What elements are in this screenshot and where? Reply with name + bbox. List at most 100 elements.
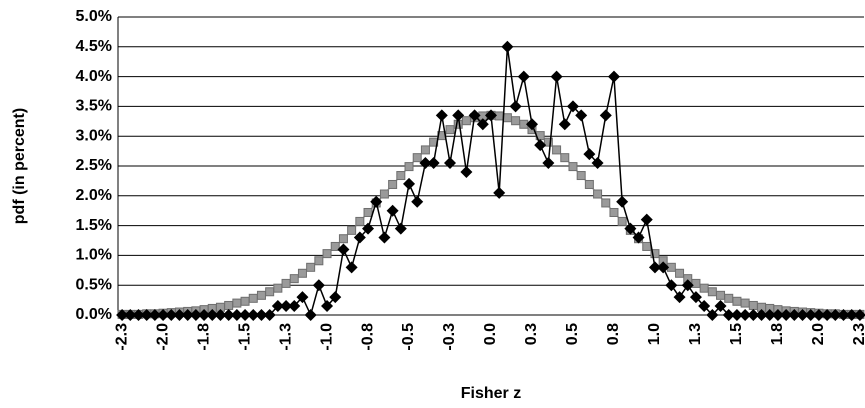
marker-diamond — [452, 109, 465, 122]
marker-diamond — [312, 279, 325, 292]
marker-square — [232, 298, 242, 308]
marker-diamond — [419, 157, 432, 170]
x-tick-label: -1.8 — [195, 323, 212, 351]
marker-diamond — [616, 195, 629, 208]
y-tick-label: 5.0% — [76, 8, 112, 25]
marker-diamond — [181, 309, 194, 321]
marker-diamond — [124, 309, 137, 321]
marker-diamond — [296, 291, 309, 304]
marker-square — [543, 137, 553, 147]
x-tick-label: 1.5 — [728, 323, 745, 345]
marker-diamond — [444, 157, 457, 170]
x-tick-label: -1.3 — [277, 323, 294, 351]
marker-square — [412, 153, 422, 163]
marker-square — [552, 145, 562, 155]
marker-square — [297, 268, 307, 278]
marker-diamond — [476, 118, 489, 131]
marker-diamond — [214, 309, 227, 321]
x-tick-label: -2.3 — [113, 323, 130, 351]
marker-square — [445, 125, 455, 135]
marker-diamond — [796, 309, 809, 321]
x-tick-label: -1.0 — [318, 323, 335, 351]
marker-diamond — [525, 118, 538, 131]
marker-square — [248, 293, 258, 303]
marker-diamond — [263, 309, 276, 321]
marker-square — [453, 119, 463, 129]
marker-diamond — [157, 309, 170, 321]
x-tick-label: 1.8 — [769, 323, 786, 345]
x-axis-title: Fisher z — [461, 385, 521, 402]
marker-diamond — [394, 222, 407, 235]
marker-diamond — [132, 309, 145, 321]
marker-square — [511, 116, 521, 126]
marker-diamond — [780, 309, 793, 321]
marker-diamond — [706, 309, 719, 321]
x-tick-label: 1.3 — [687, 323, 704, 345]
x-tick-label: 0.8 — [605, 323, 622, 345]
marker-diamond — [558, 118, 571, 131]
marker-diamond — [321, 300, 334, 313]
marker-square — [560, 153, 570, 163]
marker-square — [420, 145, 430, 155]
marker-square — [224, 300, 234, 310]
marker-square — [363, 207, 373, 217]
marker-square — [748, 300, 758, 310]
marker-square — [675, 268, 685, 278]
marker-diamond — [624, 222, 637, 235]
x-tick-label: 0.3 — [523, 323, 540, 345]
y-tick-label: 4.0% — [76, 68, 112, 85]
y-tick-label: 2.5% — [76, 157, 112, 174]
marker-square — [338, 234, 348, 244]
marker-diamond — [747, 309, 760, 321]
y-tick-label: 1.0% — [76, 247, 112, 264]
y-tick-label: 0.5% — [76, 276, 112, 293]
marker-square — [240, 296, 250, 306]
marker-diamond — [288, 300, 301, 313]
x-tick-label: 2.3 — [851, 323, 865, 345]
marker-square — [314, 256, 324, 266]
marker-square — [716, 290, 726, 300]
marker-square — [699, 283, 709, 293]
x-tick-label: -0.5 — [400, 323, 417, 351]
marker-square — [281, 278, 291, 288]
marker-diamond — [730, 309, 743, 321]
marker-diamond — [337, 243, 350, 256]
y-tick-label: 2.0% — [76, 187, 112, 204]
marker-diamond — [148, 309, 161, 321]
marker-square — [347, 225, 357, 235]
marker-diamond — [427, 157, 440, 170]
marker-diamond — [206, 309, 219, 321]
marker-diamond — [550, 70, 563, 83]
x-tick-label: -1.5 — [236, 323, 253, 351]
marker-diamond — [247, 309, 260, 321]
marker-square — [502, 113, 512, 123]
marker-diamond — [517, 70, 530, 83]
marker-diamond — [435, 109, 448, 122]
marker-diamond — [378, 231, 391, 244]
series-line — [122, 46, 860, 318]
marker-square — [650, 249, 660, 259]
x-tick-label: -0.3 — [441, 323, 458, 351]
marker-diamond — [493, 186, 506, 199]
marker-square — [388, 179, 398, 189]
y-tick-label: 3.5% — [76, 98, 112, 115]
marker-diamond — [271, 300, 284, 313]
marker-diamond — [788, 309, 801, 321]
marker-square — [396, 171, 406, 181]
marker-square — [289, 274, 299, 284]
series-line — [122, 114, 860, 316]
marker-diamond — [239, 309, 252, 321]
marker-diamond — [370, 195, 383, 208]
marker-square — [740, 298, 750, 308]
marker-diamond — [411, 195, 424, 208]
marker-diamond — [648, 261, 661, 274]
marker-square — [732, 296, 742, 306]
marker-diamond — [403, 177, 416, 190]
marker-diamond — [829, 309, 842, 321]
marker-diamond — [599, 109, 612, 122]
marker-square — [576, 171, 586, 181]
marker-diamond — [640, 213, 653, 226]
marker-diamond — [534, 139, 547, 152]
marker-diamond — [485, 109, 497, 122]
y-tick-label: 4.5% — [76, 38, 112, 55]
